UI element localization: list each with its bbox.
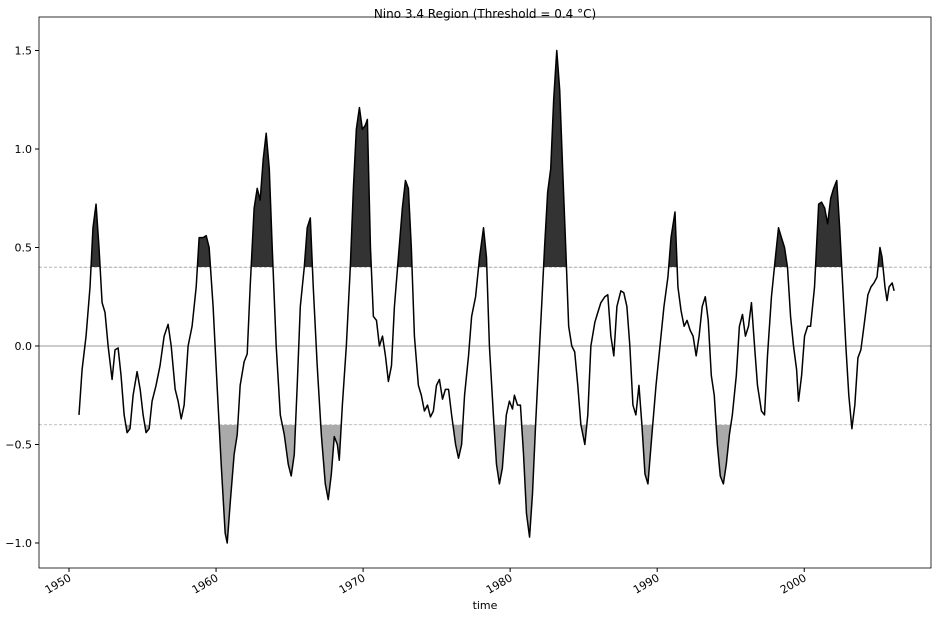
x-axis-label: time	[473, 599, 498, 612]
plot-frame	[38, 16, 932, 569]
y-tick-label: 1.0	[15, 143, 33, 156]
y-tick-label: −1.0	[5, 537, 32, 550]
chart-title: Nino 3.4 Region (Threshold = 0.4 °C)	[374, 7, 596, 21]
line	[78, 49, 895, 544]
y-tick-label: 0.0	[15, 340, 33, 353]
y-tick-label: 1.5	[15, 44, 33, 57]
y-tick-label: −0.5	[5, 438, 32, 451]
y-tick-label: 0.5	[15, 241, 33, 254]
